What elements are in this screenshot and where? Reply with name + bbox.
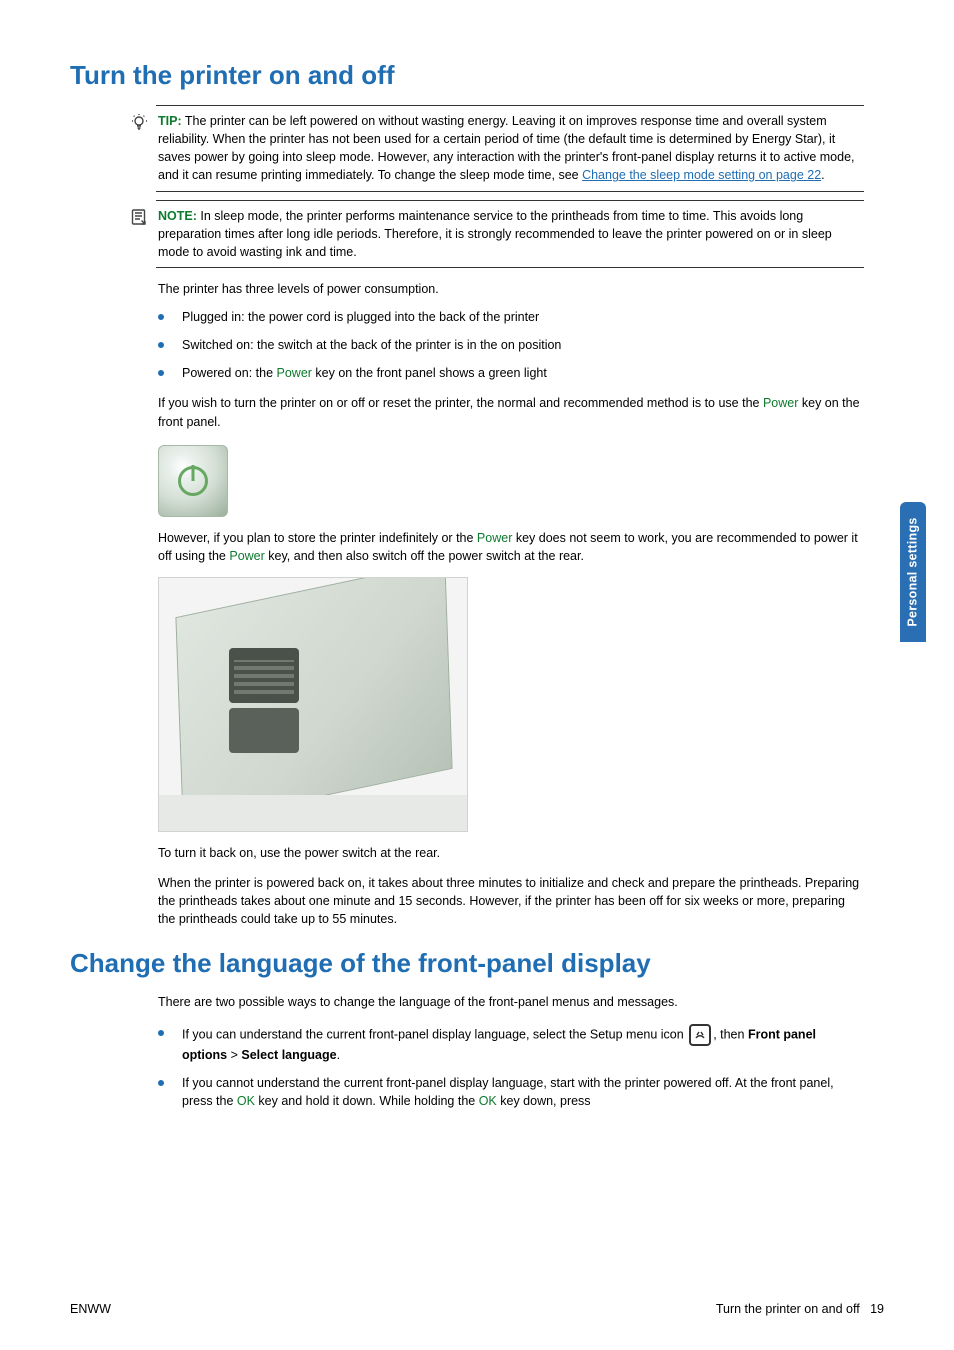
language-steps-list: If you can understand the current front-… — [158, 1024, 864, 1110]
vent-bars — [234, 660, 294, 694]
ok-key-text: OK — [237, 1094, 255, 1108]
rule — [156, 191, 864, 192]
power-key-text: Power — [229, 549, 264, 563]
body: The printer has three levels of power co… — [158, 280, 864, 929]
rule — [156, 200, 864, 201]
para-intro: There are two possible ways to change th… — [158, 993, 864, 1011]
printer-body — [175, 577, 452, 826]
text: key down, press — [497, 1094, 591, 1108]
list-text: Plugged in: the power cord is plugged in… — [182, 310, 539, 324]
footer-left: ENWW — [70, 1302, 111, 1316]
list-item: Switched on: the switch at the back of t… — [158, 336, 864, 354]
side-tab-label: Personal settings — [906, 517, 920, 626]
printer-rear-image — [158, 577, 468, 832]
power-button-image — [158, 445, 228, 517]
footer-section-name: Turn the printer on and off — [716, 1302, 860, 1316]
tip-label: TIP: — [158, 114, 182, 128]
bullet-dot — [158, 1080, 164, 1086]
footer-page-number: 19 — [870, 1302, 884, 1316]
page-footer: ENWW Turn the printer on and off 19 — [70, 1302, 884, 1316]
page: Personal settings Turn the printer on an… — [0, 0, 954, 1350]
heading-change-language: Change the language of the front-panel d… — [70, 948, 884, 979]
power-levels-list: Plugged in: the power cord is plugged in… — [158, 308, 864, 382]
heading-turn-printer-on-off: Turn the printer on and off — [70, 60, 884, 91]
text: If you can understand the current front-… — [182, 1027, 687, 1041]
port-slot — [229, 708, 299, 753]
list-item: Plugged in: the power cord is plugged in… — [158, 308, 864, 326]
power-key-text: Power — [477, 531, 512, 545]
list-item: If you can understand the current front-… — [158, 1024, 864, 1064]
para-powered-back: When the printer is powered back on, it … — [158, 874, 864, 928]
bullet-dot — [158, 342, 164, 348]
side-tab: Personal settings — [900, 502, 926, 642]
setup-menu-icon — [689, 1024, 711, 1046]
ok-key-text: OK — [479, 1094, 497, 1108]
list-item: If you cannot understand the current fro… — [158, 1074, 864, 1110]
rule — [156, 267, 864, 268]
bold-select-language: Select language — [241, 1048, 336, 1062]
link-change-sleep-mode[interactable]: Change the sleep mode setting on page 22 — [582, 168, 821, 182]
list-text-post: key on the front panel shows a green lig… — [312, 366, 547, 380]
list-text: Switched on: the switch at the back of t… — [182, 338, 561, 352]
tip-text-end: . — [821, 168, 824, 182]
footer-right: Turn the printer on and off 19 — [716, 1302, 884, 1316]
text: . — [337, 1048, 340, 1062]
power-key-text: Power — [763, 396, 798, 410]
list-item: Powered on: the Power key on the front p… — [158, 364, 864, 382]
para-levels: The printer has three levels of power co… — [158, 280, 864, 298]
para-back-on: To turn it back on, use the power switch… — [158, 844, 864, 862]
power-key-text: Power — [277, 366, 312, 380]
lightbulb-icon — [130, 113, 148, 131]
image-base — [159, 795, 467, 831]
text: key, and then also switch off the power … — [265, 549, 584, 563]
note-text: In sleep mode, the printer performs main… — [158, 209, 832, 259]
note-label: NOTE: — [158, 209, 197, 223]
list-text-pre: Powered on: the — [182, 366, 277, 380]
body: There are two possible ways to change th… — [158, 993, 864, 1110]
para-however: However, if you plan to store the printe… — [158, 529, 864, 565]
text: key and hold it down. While holding the — [255, 1094, 479, 1108]
text: > — [227, 1048, 241, 1062]
bullet-dot — [158, 370, 164, 376]
para-wish: If you wish to turn the printer on or of… — [158, 394, 864, 430]
text: If you wish to turn the printer on or of… — [158, 396, 763, 410]
text: , then — [713, 1027, 748, 1041]
text: However, if you plan to store the printe… — [158, 531, 477, 545]
note-icon — [130, 208, 148, 226]
bullet-dot — [158, 1030, 164, 1036]
rule — [156, 105, 864, 106]
tip-callout: TIP: The printer can be left powered on … — [130, 105, 864, 192]
power-icon — [178, 466, 208, 496]
note-callout: NOTE: In sleep mode, the printer perform… — [130, 200, 864, 268]
bullet-dot — [158, 314, 164, 320]
